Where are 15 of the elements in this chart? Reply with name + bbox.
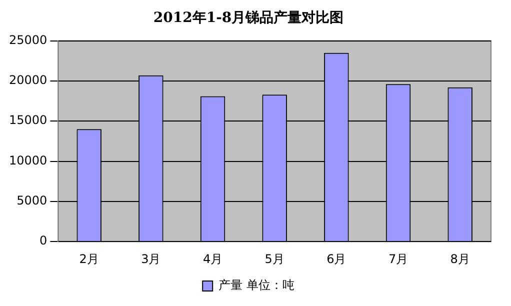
y-tick-label: 0: [40, 234, 48, 248]
x-tick-label: 4月: [202, 252, 223, 266]
x-tick-label: 3月: [141, 252, 161, 266]
y-tick-label: 10000: [8, 153, 48, 168]
x-tick-label: 5月: [264, 252, 284, 266]
x-tick-label: 6月: [326, 252, 346, 266]
x-tick-label: 8月: [450, 252, 470, 266]
legend-label: 产量 单位：吨: [218, 278, 294, 292]
y-tick-label: 25000: [8, 32, 48, 47]
y-tick-label: 20000: [8, 73, 48, 88]
y-tick-label: 5000: [16, 194, 48, 208]
x-tick-label: 2月: [79, 252, 99, 266]
chart-title: 2012年1-8月锑品产量对比图: [153, 9, 344, 26]
y-tick-label: 15000: [8, 113, 48, 128]
x-tick-label: 7月: [388, 252, 408, 266]
